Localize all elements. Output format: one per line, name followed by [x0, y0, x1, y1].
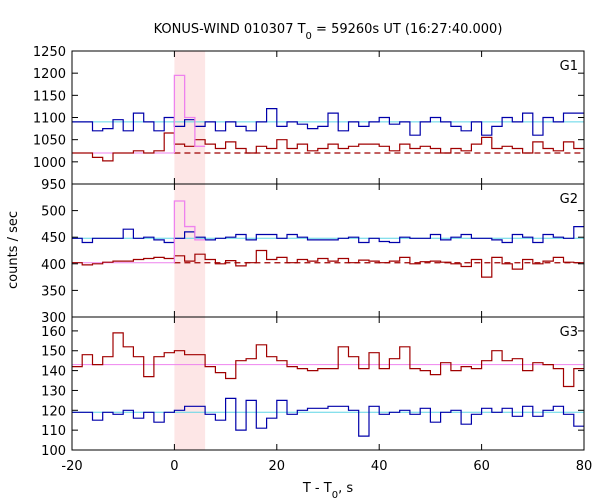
- y-tick-label: 120: [41, 404, 66, 419]
- x-axis-label-rest: , s: [338, 481, 353, 496]
- y-tick-label: 1000: [33, 156, 66, 171]
- soft-band-series: [72, 226, 584, 244]
- y-tick-label: 450: [41, 231, 66, 246]
- y-tick-label: 100: [41, 444, 66, 459]
- y-tick-label: 1150: [33, 89, 66, 104]
- y-tick-label: 1100: [33, 112, 66, 127]
- x-tick-label: 60: [473, 459, 490, 474]
- x-tick-label: 0: [170, 459, 178, 474]
- y-tick-label: 130: [41, 384, 66, 399]
- panel-g2: 300 350 400 450 500 G2: [41, 183, 585, 326]
- hard-band-series: [72, 132, 584, 162]
- x-tick-label: 20: [269, 459, 286, 474]
- chart-title-rest: = 59260s UT (16:27:40.000): [312, 22, 502, 37]
- panel-g3: 100 110 120 130 140 150 160 G3: [41, 316, 585, 459]
- y-tick-label: 350: [41, 284, 66, 299]
- y-tick-label: 300: [41, 311, 66, 326]
- chart-title-main: KONUS-WIND 010307 T: [154, 22, 306, 37]
- x-axis-label-main: T - T: [302, 481, 332, 496]
- chart-title: KONUS-WIND 010307 T0 = 59260s UT (16:27:…: [154, 22, 503, 42]
- plot-panels: 950100010501100115012001250G130035040045…: [33, 45, 592, 474]
- x-tick-label: 40: [371, 459, 388, 474]
- panel-label-g3: G3: [560, 325, 578, 340]
- y-tick-label: 1050: [33, 134, 66, 149]
- y-tick-label: 400: [41, 258, 66, 273]
- y-tick-label: 110: [41, 424, 66, 439]
- y-tick-label: 950: [41, 178, 66, 193]
- panel-data-g3: [72, 332, 584, 437]
- x-tick-label: -20: [61, 459, 82, 474]
- y-tick-label: 1200: [33, 67, 66, 82]
- panel-data-g2: [72, 200, 584, 278]
- y-tick-label: 500: [41, 205, 66, 220]
- panel-g1: 950 1000 1050 1100 1150 1200 1250 G1: [33, 45, 585, 193]
- y-axis-label: counts / sec: [6, 211, 21, 289]
- y-tick-label: 140: [41, 365, 66, 380]
- hard-band-series: [72, 332, 584, 388]
- burst-interval-highlight: [174, 51, 206, 450]
- peak-overlay-series: [173, 74, 206, 153]
- panel-frame: [71, 316, 585, 451]
- y-tick-label: 160: [41, 325, 66, 340]
- soft-band-series: [72, 397, 584, 437]
- peak-overlay-series: [173, 200, 206, 263]
- y-tick-label: 150: [41, 345, 66, 360]
- panel-data-g1: [72, 74, 584, 162]
- chart-title-subscript: 0: [306, 31, 312, 42]
- hard-band-series: [72, 249, 584, 278]
- x-tick-label: 80: [576, 459, 593, 474]
- x-axis-label-subscript: 0: [332, 490, 338, 500]
- soft-band-series: [72, 108, 584, 136]
- panel-label-g2: G2: [560, 192, 578, 207]
- x-axis-label: T - T0, s: [302, 481, 353, 500]
- panel-label-g1: G1: [560, 59, 578, 74]
- y-tick-label: 1250: [33, 45, 66, 60]
- panel-frame: [71, 183, 585, 318]
